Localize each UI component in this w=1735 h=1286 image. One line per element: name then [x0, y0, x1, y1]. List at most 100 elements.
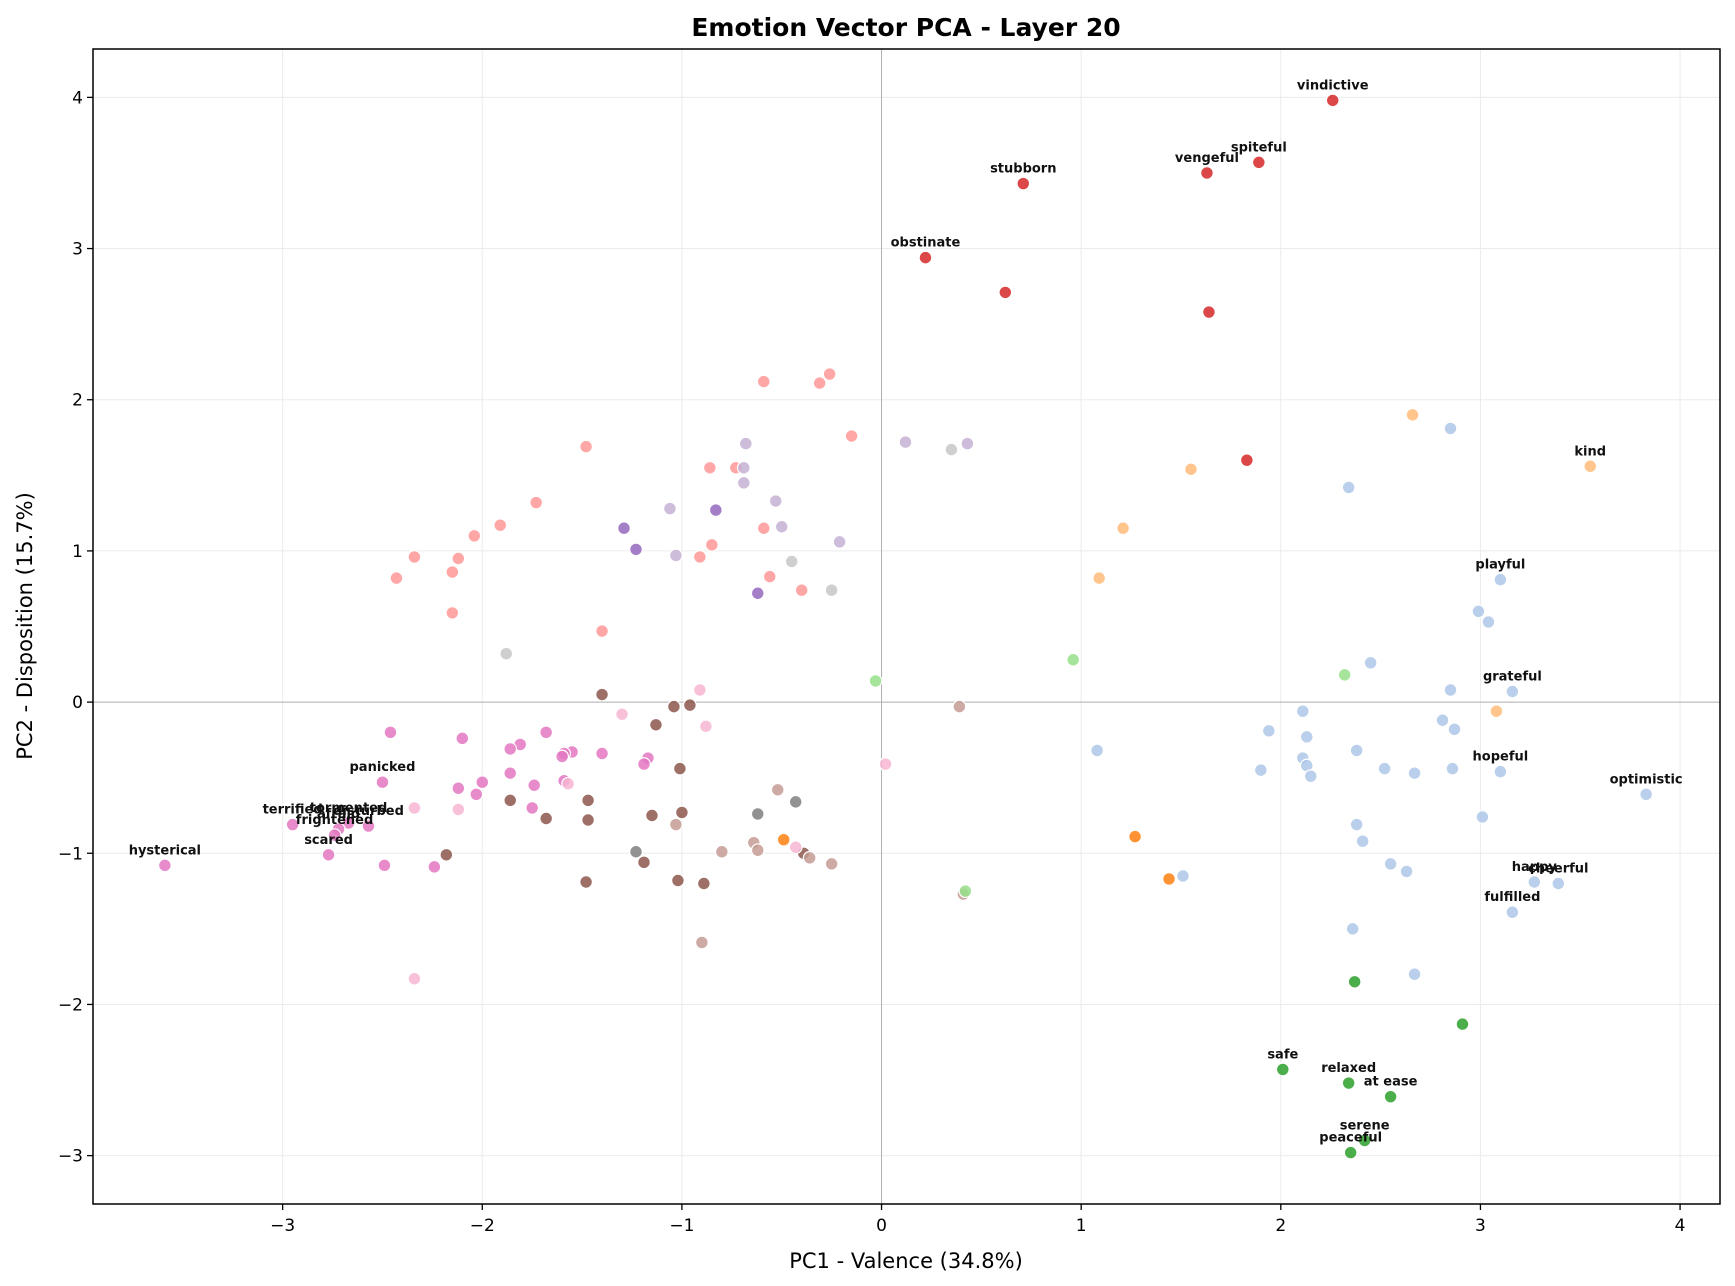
y-tick-label: −1 [58, 844, 83, 864]
data-point [694, 935, 709, 950]
point-label: tormented [310, 801, 388, 816]
data-point [998, 285, 1013, 300]
data-point [525, 801, 540, 815]
data-point [671, 873, 685, 888]
data-point [1128, 829, 1142, 844]
data-point [1275, 1062, 1290, 1077]
y-tick-label: 3 [72, 240, 83, 260]
data-point [503, 742, 518, 756]
x-tick-label: 4 [1675, 1216, 1686, 1236]
x-tick-label: 1 [1076, 1216, 1087, 1236]
data-point [708, 503, 723, 517]
point-label: at ease [1364, 1075, 1418, 1090]
data-point [451, 551, 466, 566]
data-point [878, 757, 893, 771]
data-point [756, 521, 771, 536]
data-point [1551, 876, 1566, 891]
data-point [595, 746, 609, 761]
x-tick-label: −3 [270, 1216, 295, 1236]
data-point [704, 537, 719, 552]
point-label: vindictive [1297, 78, 1369, 93]
data-point [1383, 856, 1398, 871]
data-point [1092, 571, 1107, 586]
data-point [669, 817, 683, 832]
point-label: terrified [263, 803, 323, 818]
data-point [579, 439, 593, 454]
data-point [383, 725, 398, 740]
data-point [1407, 967, 1422, 982]
point-label: disturbed [333, 804, 404, 819]
data-point [427, 859, 442, 874]
data-point [1639, 787, 1654, 802]
data-point [960, 436, 975, 451]
data-point [1016, 176, 1031, 191]
data-point [1345, 921, 1360, 936]
data-point [1337, 667, 1352, 682]
data-point [784, 554, 799, 569]
y-tick-label: 2 [72, 391, 83, 411]
data-point [637, 855, 651, 870]
data-point [958, 884, 973, 898]
data-point [1251, 155, 1266, 170]
data-point [503, 766, 518, 781]
data-point [529, 495, 544, 510]
data-point [595, 687, 609, 702]
y-tick-label: 0 [72, 693, 83, 713]
data-point [637, 757, 651, 771]
data-point [682, 698, 697, 713]
x-tick-label: −2 [470, 1216, 495, 1236]
data-point [1349, 743, 1364, 758]
data-point [822, 367, 837, 381]
data-point [1475, 810, 1490, 824]
point-label: serene [1340, 1119, 1390, 1134]
y-tick-label: 4 [72, 88, 83, 108]
data-point [1303, 769, 1318, 784]
data-point [770, 782, 785, 797]
data-point [361, 819, 376, 833]
point-label: scared [304, 833, 353, 848]
data-point [788, 794, 803, 809]
data-point [824, 583, 839, 598]
data-point [539, 725, 554, 740]
data-point [581, 813, 595, 827]
data-point [439, 847, 454, 862]
data-point [1341, 1076, 1356, 1090]
axis-ticks: −3 −2 −1 0 1 2 3 4 −3 −2 −1 0 1 2 3 4 [58, 88, 1686, 1236]
data-point [499, 646, 514, 661]
data-point [1343, 1145, 1358, 1160]
data-point [285, 817, 300, 832]
data-point [774, 519, 789, 534]
data-point [692, 683, 707, 697]
data-point [1455, 1017, 1470, 1031]
data-point [467, 528, 482, 543]
data-point [832, 534, 847, 549]
data-point [629, 844, 643, 859]
data-point [750, 807, 765, 821]
data-point [1239, 453, 1254, 468]
point-label: kind [1574, 444, 1606, 459]
data-point [698, 719, 713, 734]
data-point [918, 250, 933, 265]
data-point [445, 605, 460, 620]
data-point [750, 586, 765, 601]
data-point [1505, 684, 1520, 699]
point-label: afraid [317, 807, 360, 822]
data-point [451, 781, 466, 796]
y-tick-label: −2 [58, 995, 83, 1015]
x-tick-label: 3 [1475, 1216, 1486, 1236]
data-point [1299, 729, 1314, 744]
data-point [768, 494, 783, 508]
point-label: peaceful [1319, 1131, 1382, 1146]
data-point [736, 460, 751, 475]
data-point [389, 571, 404, 586]
point-label: relaxed [1321, 1061, 1376, 1076]
data-point [1090, 743, 1105, 758]
data-point [615, 707, 629, 722]
data-point [1471, 604, 1486, 619]
x-axis-label: PC1 - Valence (34.8%) [789, 1249, 1023, 1273]
data-point [756, 374, 771, 389]
data-point [1493, 572, 1508, 587]
data-point [692, 550, 707, 564]
